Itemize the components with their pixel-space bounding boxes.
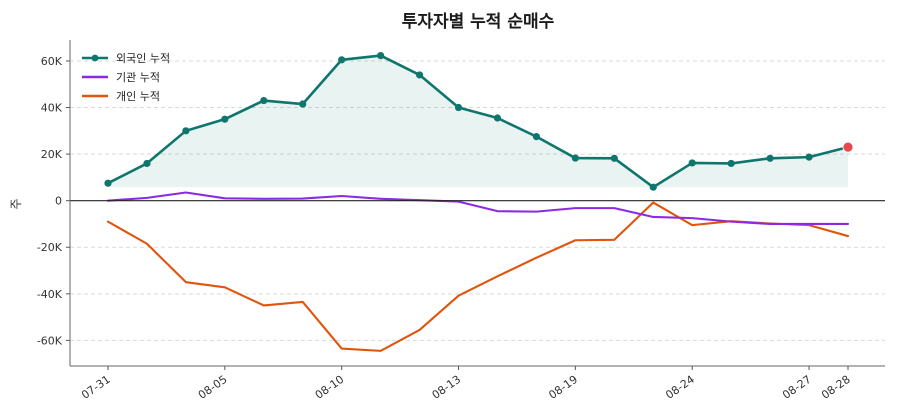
data-point (104, 179, 112, 187)
series-layer (104, 52, 854, 352)
x-tick-label: 08-13 (430, 373, 464, 402)
x-tick-label: 07-31 (79, 373, 113, 402)
x-tick-label: 08-24 (663, 373, 697, 402)
y-tick-label: 40K (41, 102, 63, 115)
data-point (805, 153, 813, 161)
data-point (454, 103, 463, 112)
data-point (571, 154, 579, 162)
series-line-institution (106, 191, 850, 226)
y-tick-label: 20K (41, 148, 63, 161)
series-line-foreign (106, 54, 850, 189)
data-point (143, 159, 151, 168)
data-point (649, 183, 657, 191)
data-point (182, 127, 190, 135)
series-area-foreign (108, 55, 848, 188)
y-tick-label: 60K (41, 55, 63, 68)
x-tick-label: 08-27 (780, 373, 814, 402)
y-tick-label: -20K (37, 241, 63, 254)
x-tick-label: 08-19 (546, 373, 580, 402)
y-tick-label: -40K (37, 288, 63, 301)
data-point (493, 114, 502, 122)
chart-title: 투자자별 누적 순매수 (402, 12, 555, 32)
legend-marker (91, 54, 99, 62)
last-point-highlight (842, 141, 854, 153)
data-point (299, 100, 307, 108)
data-point (221, 115, 229, 123)
data-point (610, 154, 618, 162)
legend-label: 개인 누적 (116, 90, 160, 103)
data-point (415, 71, 424, 79)
data-point (766, 154, 774, 162)
axis-layer: -60K -40K -20K 0 20K 40K 60K 07-31 08-05 08-10 08-… (37, 40, 885, 402)
x-tick-label: 08-10 (313, 373, 347, 402)
series-line-individual (106, 201, 850, 352)
x-tick-label: 08-05 (196, 373, 230, 402)
area-layer (108, 55, 848, 188)
data-point (532, 133, 541, 141)
grid-layer (70, 60, 885, 341)
data-point (727, 159, 735, 168)
data-point (377, 52, 385, 60)
data-point (688, 159, 696, 167)
y-tick-label: -60K (37, 334, 63, 347)
legend-label: 외국인 누적 (116, 52, 170, 65)
data-point (260, 96, 268, 105)
legend-label: 기관 누적 (116, 71, 160, 84)
y-axis-label: 주 (9, 198, 23, 209)
y-tick-label: 0 (55, 195, 62, 208)
x-tick-label: 08-28 (819, 373, 853, 402)
data-point (338, 56, 346, 64)
